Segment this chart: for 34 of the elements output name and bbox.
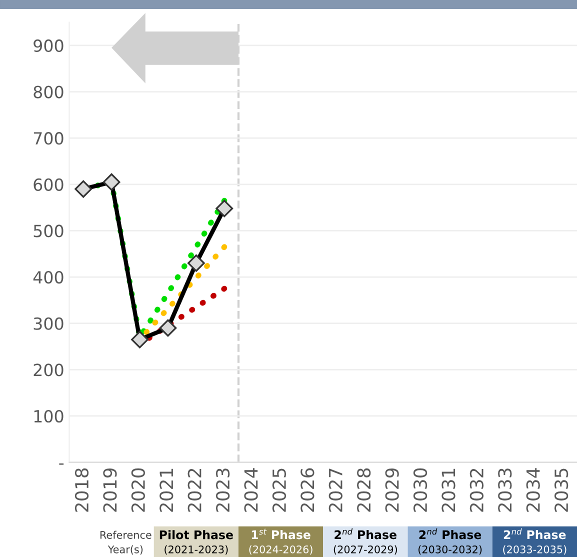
y-tick-label: -: [59, 463, 64, 465]
y-tick-label: 400: [33, 270, 64, 284]
x-tick-label: 2035: [554, 468, 568, 512]
y-tick-label: 600: [34, 178, 64, 191]
x-tick-label: 2030: [413, 468, 428, 512]
x-tick-label: 2024: [244, 468, 258, 512]
x-tick-label: 2032: [470, 468, 484, 512]
x-tick-label: 2025: [272, 468, 286, 512]
x-tick-label: 2028: [357, 468, 371, 512]
y-tick-label: 300: [34, 317, 64, 330]
text: Reference Year(s): [100, 530, 152, 555]
x-tick-label: 2021: [160, 468, 174, 512]
y-tick-label: 200: [34, 364, 64, 376]
y-tick-label: 100: [34, 410, 64, 423]
text: 2$^{nd}$ Phase (2027-2029): [334, 528, 397, 555]
text: 1$^{st}$ Phase (2024-2026): [249, 528, 312, 555]
text: Pilot Phase (2021-2023): [160, 530, 233, 555]
x-tick-label: 2023: [216, 468, 230, 512]
x-tick-label: 2019: [103, 468, 117, 512]
text: 2$^{nd}$ Phase (2033-2035): [503, 528, 566, 555]
text: 2$^{nd}$ Phase (2030-2032): [418, 528, 482, 555]
x-tick-label: 2031: [442, 468, 456, 512]
x-tick-label: 2033: [498, 468, 512, 512]
x-tick-label: 2034: [526, 468, 540, 512]
x-tick-label: 2022: [188, 468, 202, 512]
x-tick-label: 2018: [74, 468, 89, 512]
x-tick-label: 2020: [131, 468, 145, 512]
y-tick-label: 700: [34, 132, 64, 145]
y-tick-label: 500: [34, 224, 64, 238]
y-tick-label: 800: [34, 86, 64, 98]
y-tick-label: 900: [34, 39, 64, 52]
x-tick-label: 2029: [385, 468, 399, 512]
x-tick-label: 2027: [328, 468, 342, 512]
x-tick-label: 2026: [300, 468, 314, 512]
